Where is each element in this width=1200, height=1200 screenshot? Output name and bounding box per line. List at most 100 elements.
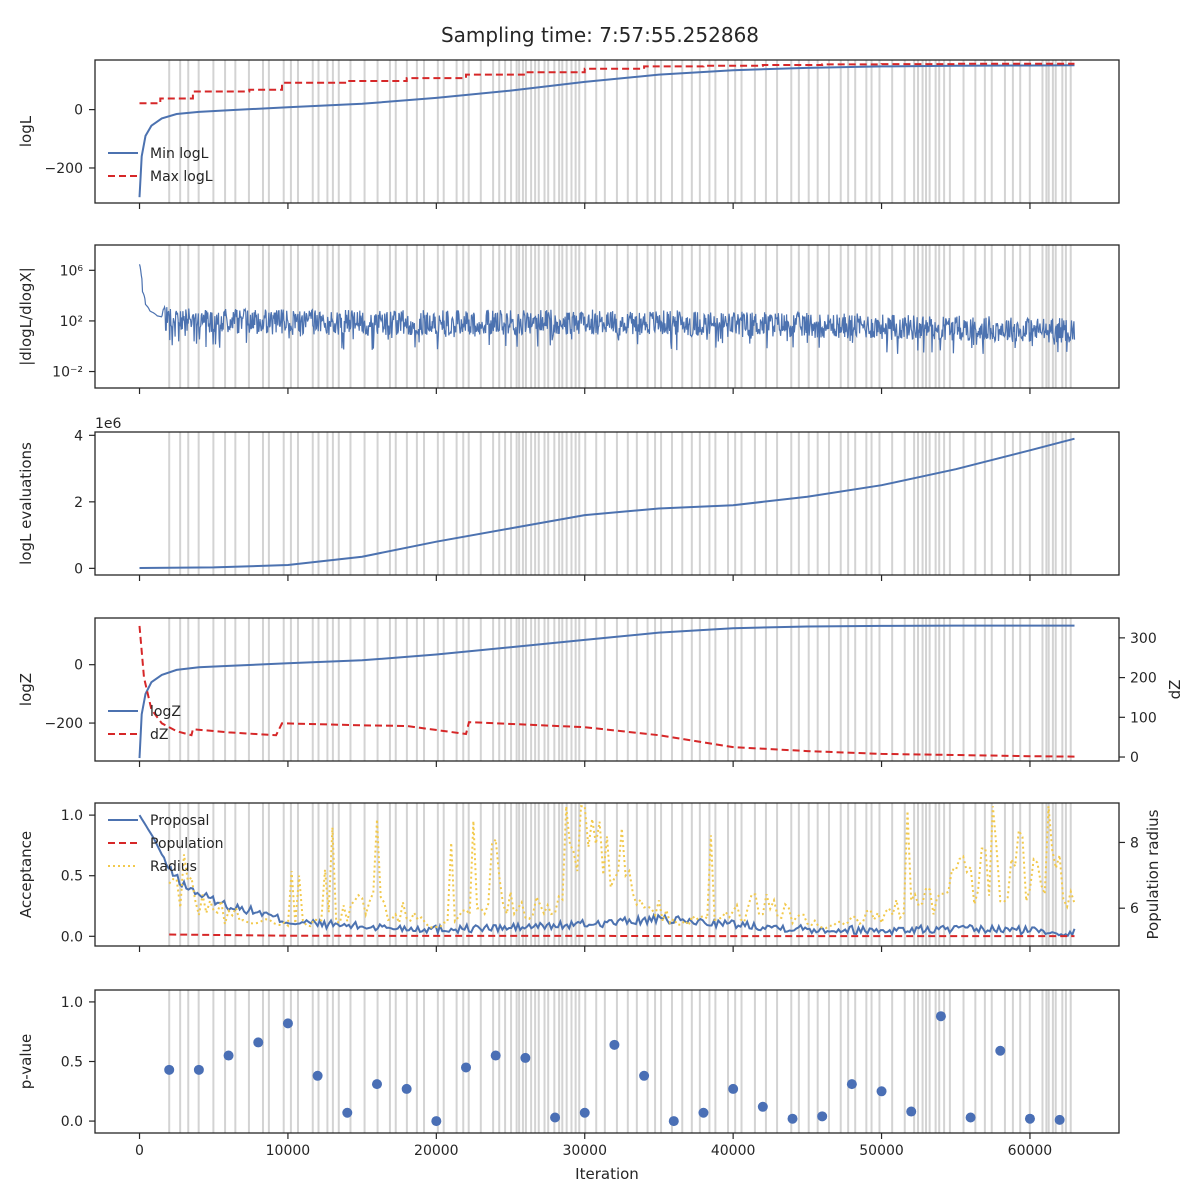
insertion-lines xyxy=(168,432,1072,575)
y-tick-label: 4 xyxy=(74,428,83,444)
y-right-tick-label: 8 xyxy=(1130,835,1139,851)
y-axis-label: Acceptance xyxy=(17,831,35,918)
y-right-tick-label: 6 xyxy=(1130,901,1139,917)
y-axis-label: logZ xyxy=(17,673,35,706)
plot-frame xyxy=(94,802,1120,947)
p-value-point xyxy=(253,1037,264,1048)
series-group xyxy=(138,62,1075,198)
p-value-point xyxy=(550,1112,561,1123)
y-tick-label: −200 xyxy=(45,161,83,177)
p-value-point xyxy=(668,1116,679,1127)
y-tick-label: 10⁶ xyxy=(60,263,84,279)
legend-label: Min logL xyxy=(150,146,209,162)
plot-frame xyxy=(94,617,1120,762)
p-value-point xyxy=(1054,1114,1065,1125)
panel-acceptance: 0.0 0.5 1.0 6 8 Acceptance Population radius Pr… xyxy=(17,802,1162,952)
p-value-point xyxy=(906,1106,917,1117)
y-axis-label: p-value xyxy=(17,1034,35,1090)
series-logL_evaluations-line xyxy=(139,437,1075,569)
panel-dlogL_dlogX: 10⁶ 10² 10⁻² |dlogL/dlogX| xyxy=(17,244,1120,394)
panel-logL: 0 −200 logL Min logL Max logL xyxy=(17,59,1120,209)
plot-frame xyxy=(94,244,1120,389)
y-tick-label: 10² xyxy=(60,314,83,330)
series-dz-line xyxy=(138,625,1075,758)
series-radius-line xyxy=(168,805,1076,930)
p-value-point xyxy=(609,1039,620,1050)
legend-label: Max logL xyxy=(150,169,213,185)
p-value-point xyxy=(698,1107,709,1118)
p-value-point xyxy=(639,1070,650,1081)
x-tick-label: 30000 xyxy=(562,1143,607,1159)
p-value-point xyxy=(312,1070,323,1081)
p-value-point xyxy=(876,1086,887,1097)
y-tick-label: 0.0 xyxy=(61,929,83,945)
legend-label: dZ xyxy=(150,727,168,743)
p-value-point xyxy=(164,1064,175,1075)
y-offset-text: 1e6 xyxy=(95,416,122,432)
p-value-point xyxy=(342,1107,353,1118)
series-group xyxy=(164,1011,1065,1127)
legend-label: logZ xyxy=(150,704,181,720)
y-tick-label: 0 xyxy=(74,658,83,674)
series-proposal-line xyxy=(138,814,1076,938)
figure-title: Sampling time: 7:57:55.252868 xyxy=(441,23,759,47)
p-value-point xyxy=(728,1083,739,1094)
insertion-lines xyxy=(168,990,1072,1133)
y-axis-label: logL evaluations xyxy=(17,442,35,565)
p-value-point xyxy=(371,1079,382,1090)
y-right-tick-label: 300 xyxy=(1130,631,1157,647)
panel-logL_evaluations: 0 2 4 logL evaluations 1e6 xyxy=(17,416,1120,581)
series-group xyxy=(138,624,1075,759)
panel-p_value: 0 10000 20000 30000 40000 50000 60000 0.0 0.5 1.0… xyxy=(17,989,1120,1159)
y-tick-label: 10⁻² xyxy=(52,365,83,381)
series-group xyxy=(138,805,1076,938)
p-value-point xyxy=(223,1050,234,1061)
y-tick-label: 0.5 xyxy=(61,1055,83,1071)
series-min-logl-line xyxy=(138,64,1075,198)
plot-frame xyxy=(94,59,1120,204)
y-axis-label: logL xyxy=(17,115,35,147)
p-value-point xyxy=(282,1018,293,1029)
legend-label: Radius xyxy=(150,859,197,875)
y-tick-label: 0.5 xyxy=(61,869,83,885)
p-value-point xyxy=(935,1011,946,1022)
x-tick-label: 40000 xyxy=(711,1143,756,1159)
plot-frame xyxy=(94,431,1120,576)
y-tick-label: 0.0 xyxy=(61,1114,83,1130)
series-logz-line xyxy=(138,624,1075,759)
x-tick-label: 20000 xyxy=(414,1143,459,1159)
y-tick-label: 0 xyxy=(74,561,83,577)
p-value-point xyxy=(846,1079,857,1090)
y-tick-label: 1.0 xyxy=(61,995,83,1011)
y-tick-label: −200 xyxy=(45,716,83,732)
x-tick-label: 50000 xyxy=(859,1143,904,1159)
p-value-point xyxy=(431,1116,442,1127)
p-value-point xyxy=(1024,1113,1035,1124)
y-right-axis-label: Population radius xyxy=(1144,809,1162,939)
x-tick-label: 0 xyxy=(135,1143,144,1159)
y-tick-label: 2 xyxy=(74,495,83,511)
y-tick-label: 0 xyxy=(74,103,83,119)
p-value-point xyxy=(461,1062,472,1073)
y-right-tick-label: 100 xyxy=(1130,710,1157,726)
series-dlogL_dlogX-line xyxy=(138,264,1076,354)
p-value-point xyxy=(965,1112,976,1123)
y-right-tick-label: 200 xyxy=(1130,671,1157,687)
p-value-point xyxy=(787,1113,798,1124)
p-value-point xyxy=(401,1083,412,1094)
p-value-point xyxy=(520,1052,531,1063)
y-tick-label: 1.0 xyxy=(61,808,83,824)
legend-label: Proposal xyxy=(150,813,209,829)
x-tick-label: 60000 xyxy=(1008,1143,1053,1159)
p-value-point xyxy=(579,1107,590,1118)
insertion-lines xyxy=(168,803,1072,946)
series-group xyxy=(138,264,1076,354)
insertion-lines xyxy=(168,60,1072,203)
legend-label: Population xyxy=(150,836,224,852)
x-axis-label: Iteration xyxy=(575,1165,639,1183)
series-group xyxy=(139,437,1075,569)
y-right-axis-label: dZ xyxy=(1166,680,1184,700)
series-population-line xyxy=(169,933,1075,938)
p-value-point xyxy=(490,1050,501,1061)
